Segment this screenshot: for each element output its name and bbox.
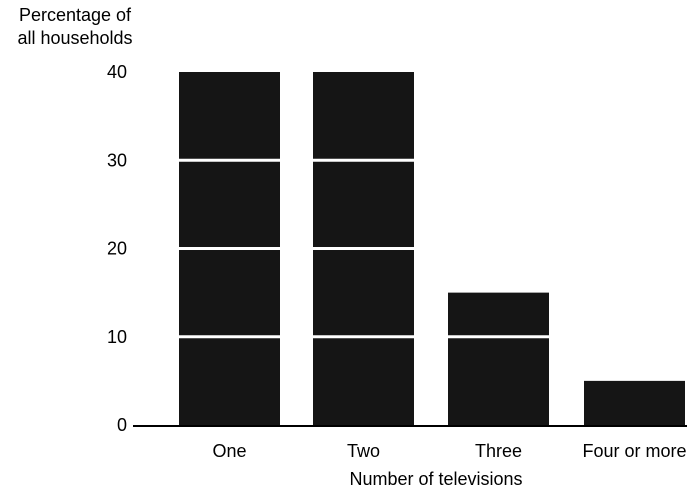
y-tick-label: 0	[117, 415, 127, 435]
bar	[584, 380, 685, 425]
x-category-label: One	[212, 441, 246, 461]
y-axis-label: Percentage of all households	[0, 4, 150, 50]
y-tick-label: 10	[107, 327, 127, 347]
bar	[448, 292, 549, 425]
y-tick-label: 30	[107, 150, 127, 170]
y-axis-label-line-2: all households	[17, 28, 133, 48]
y-tick-label: 40	[107, 62, 127, 82]
y-tick-label: 20	[107, 239, 127, 259]
x-category-label: Four or more	[582, 441, 686, 461]
x-category-label: Three	[475, 441, 522, 461]
x-category-label: Two	[347, 441, 380, 461]
x-axis-label: Number of televisions	[349, 469, 522, 489]
x-axis-categories: One Two Three Four or more	[212, 441, 686, 461]
bars-group	[179, 72, 685, 425]
y-axis-label-line-1: Percentage of	[18, 5, 132, 25]
gridlines-group	[130, 158, 693, 339]
y-axis-ticks: 40 30 20 10 0	[107, 62, 127, 435]
